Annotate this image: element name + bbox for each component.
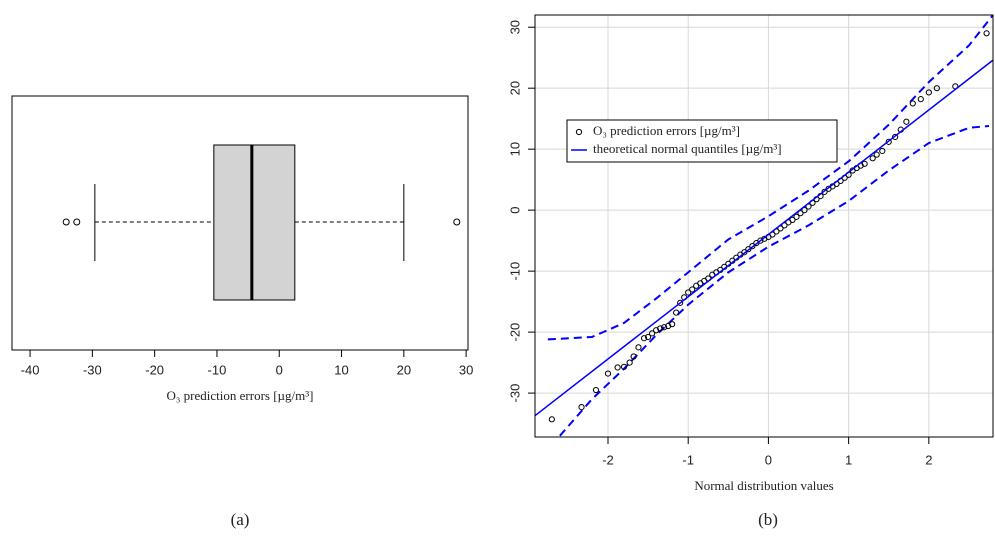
point <box>620 363 628 370</box>
outlier <box>73 218 81 226</box>
x-tick-label: -30 <box>83 362 102 377</box>
y-tick-label: 0 <box>507 207 522 214</box>
point <box>879 147 886 155</box>
point <box>592 386 600 394</box>
point <box>749 243 756 250</box>
legend-swatch <box>575 128 583 136</box>
point <box>604 370 612 377</box>
point <box>673 309 680 316</box>
plot-frame <box>534 14 994 438</box>
y-tick-label: -10 <box>507 262 522 281</box>
confidence-band <box>547 15 993 341</box>
point <box>669 321 676 328</box>
box <box>213 144 296 301</box>
legend-box <box>566 119 838 163</box>
outlier <box>453 218 461 226</box>
point <box>925 89 932 96</box>
x-tick-label: 1 <box>845 452 852 467</box>
point <box>578 404 585 411</box>
plot-area <box>535 15 993 437</box>
point <box>644 333 652 341</box>
point <box>861 160 868 167</box>
outlier <box>62 218 70 226</box>
x-tick-label: -2 <box>602 452 614 467</box>
x-tick-label: 30 <box>459 362 473 377</box>
x-tick-label: -40 <box>21 362 40 377</box>
point <box>630 353 637 360</box>
point <box>685 289 692 296</box>
reference-line <box>535 59 993 417</box>
point <box>869 155 876 162</box>
x-tick-label: -20 <box>145 362 164 377</box>
y-tick-label: 10 <box>507 142 522 156</box>
legend-label: theoretical normal quantiles [µg/m³] <box>593 141 782 156</box>
point <box>885 138 892 145</box>
point <box>677 299 684 306</box>
x-tick-label: 0 <box>276 362 283 377</box>
y-tick-label: 20 <box>507 81 522 95</box>
x-tick-label: 20 <box>397 362 411 377</box>
x-axis-label: O₃ prediction errors [µg/m³] <box>167 388 314 403</box>
point <box>649 330 656 337</box>
point <box>640 335 648 342</box>
confidence-band <box>559 124 990 437</box>
point <box>821 188 828 195</box>
caption: (b) <box>758 510 778 529</box>
point <box>689 286 696 293</box>
point <box>614 364 621 371</box>
caption: (a) <box>231 510 250 529</box>
point <box>909 100 916 107</box>
y-tick-label: -30 <box>507 384 522 403</box>
point <box>548 416 555 423</box>
plot-frame <box>11 95 469 351</box>
x-axis-label: Normal distribution values <box>694 478 833 493</box>
point <box>801 207 808 214</box>
point <box>789 216 796 224</box>
point <box>903 118 910 125</box>
point <box>793 213 800 220</box>
x-tick-label: -10 <box>208 362 227 377</box>
legend-label: O₃ prediction errors [µg/m³] <box>593 123 740 138</box>
point <box>657 325 664 332</box>
point <box>661 324 668 331</box>
x-tick-label: 0 <box>765 452 772 467</box>
point <box>892 133 899 141</box>
point <box>745 246 752 253</box>
point <box>873 151 880 158</box>
point <box>626 359 633 366</box>
x-tick-label: 2 <box>925 452 932 467</box>
point <box>983 30 990 37</box>
point <box>741 249 748 256</box>
x-tick-label: 10 <box>334 362 348 377</box>
point <box>933 85 940 92</box>
y-tick-label: -20 <box>507 323 522 342</box>
x-tick-label: -1 <box>682 452 694 467</box>
y-tick-label: 30 <box>507 20 522 34</box>
point <box>917 96 924 103</box>
point <box>635 344 642 351</box>
point <box>797 210 804 217</box>
